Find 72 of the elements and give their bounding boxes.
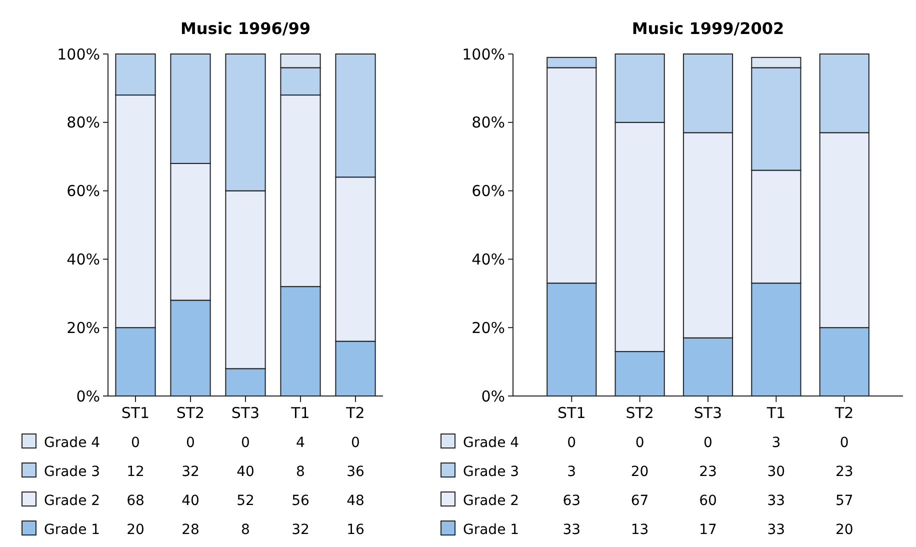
data-label: 48 <box>346 492 364 509</box>
legend-label: Grade 4 <box>463 434 520 451</box>
x-tick-label: ST3 <box>694 404 722 422</box>
legend-label: Grade 2 <box>463 492 520 509</box>
y-tick-label: 0% <box>76 387 100 406</box>
data-label: 23 <box>835 464 854 480</box>
y-tick-label: 40% <box>66 250 100 268</box>
y-tick-label: 0% <box>481 387 505 406</box>
data-label: 0 <box>567 434 576 451</box>
y-tick-label: 80% <box>472 114 505 132</box>
data-label: 33 <box>767 522 786 538</box>
data-label: 56 <box>292 492 310 509</box>
y-tick-label: 100% <box>462 45 505 64</box>
x-tick-label: ST3 <box>231 404 260 422</box>
data-label: 33 <box>767 492 786 509</box>
x-tick-label: T1 <box>290 404 310 422</box>
data-label: 60 <box>699 492 717 509</box>
y-tick-label: 60% <box>472 182 505 200</box>
x-tick-label: T1 <box>766 404 786 422</box>
legend-label: Grade 3 <box>44 464 100 480</box>
x-tick-label: ST2 <box>626 404 654 422</box>
y-tick-label: 100% <box>57 45 100 64</box>
data-label: 36 <box>346 464 364 480</box>
data-label: 57 <box>835 492 854 509</box>
data-label: 28 <box>182 522 200 538</box>
data-label: 3 <box>772 434 781 451</box>
y-tick-label: 60% <box>66 182 100 200</box>
x-tick-label: ST1 <box>558 404 586 422</box>
legend-label: Grade 2 <box>44 492 100 509</box>
data-label: 16 <box>346 522 364 538</box>
data-label: 0 <box>131 434 140 451</box>
data-label: 17 <box>699 522 717 538</box>
data-label: 4 <box>296 434 306 451</box>
legend-label: Grade 4 <box>44 434 100 451</box>
data-label: 52 <box>236 492 254 509</box>
data-label: 0 <box>186 434 195 451</box>
data-label: 0 <box>704 434 712 451</box>
legend-label: Grade 1 <box>463 522 520 538</box>
y-tick-label: 20% <box>472 318 505 337</box>
x-tick-label: ST1 <box>121 404 150 422</box>
data-label: 23 <box>699 464 717 480</box>
legend-label: Grade 1 <box>44 522 100 538</box>
data-label: 0 <box>351 434 360 451</box>
data-label: 30 <box>767 464 786 480</box>
data-label: 0 <box>635 434 644 451</box>
data-label: 40 <box>236 464 254 480</box>
data-label: 0 <box>241 434 250 451</box>
data-label: 33 <box>562 522 581 538</box>
data-label: 8 <box>296 464 305 480</box>
data-label: 32 <box>182 464 200 480</box>
y-tick-label: 40% <box>472 250 505 268</box>
data-label: 63 <box>562 492 581 509</box>
data-label: 20 <box>630 464 649 480</box>
legend-label: Grade 3 <box>463 464 520 480</box>
chart-title: Music 1996/99 <box>180 19 311 38</box>
x-tick-label: T2 <box>345 404 365 422</box>
y-tick-label: 80% <box>66 114 100 132</box>
data-label: 20 <box>835 522 854 538</box>
data-label: 13 <box>630 522 649 538</box>
data-label: 20 <box>126 522 144 538</box>
data-label: 3 <box>567 464 576 480</box>
data-label: 12 <box>126 464 144 480</box>
chart-title: Music 1999/2002 <box>632 19 784 38</box>
data-label: 68 <box>126 492 144 509</box>
data-label: 67 <box>630 492 649 509</box>
data-label: 40 <box>182 492 200 509</box>
y-tick-label: 20% <box>66 318 100 337</box>
data-label: 8 <box>241 522 250 538</box>
x-tick-label: T2 <box>834 404 854 422</box>
x-tick-label: ST2 <box>176 404 205 422</box>
data-label: 0 <box>840 434 849 451</box>
data-label: 32 <box>292 522 310 538</box>
